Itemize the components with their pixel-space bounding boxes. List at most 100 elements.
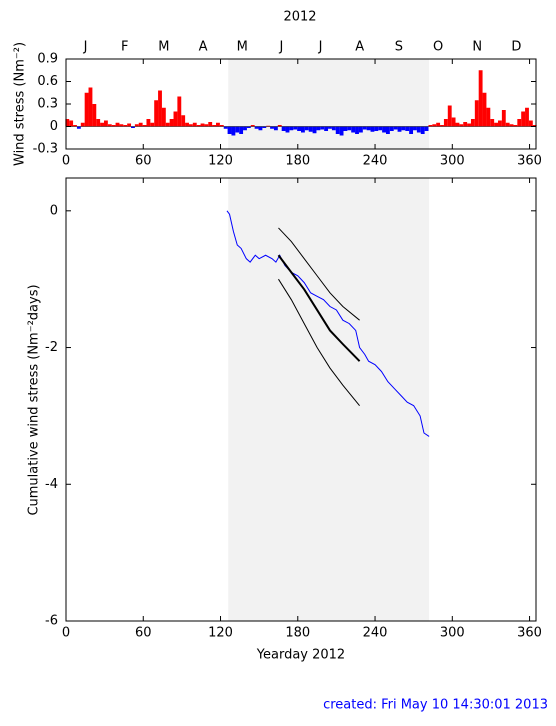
wind-stress-bar — [111, 125, 116, 127]
wind-stress-bar — [401, 126, 406, 131]
wind-stress-bar — [69, 120, 74, 127]
month-label: J — [278, 40, 283, 55]
x-tick-label: 60 — [135, 154, 152, 169]
x-tick-label: 120 — [208, 626, 233, 641]
wind-stress-bar — [447, 105, 452, 127]
wind-stress-bar — [374, 126, 379, 131]
wind-stress-bar — [335, 126, 340, 134]
wind-stress-bar — [482, 92, 487, 127]
month-label: M — [158, 40, 169, 55]
y-tick-label: -0.3 — [33, 142, 58, 157]
x-tick-label: 300 — [440, 154, 465, 169]
wind-stress-bar — [80, 122, 85, 127]
month-label: M — [237, 40, 248, 55]
x-tick-label: 360 — [517, 626, 542, 641]
wind-stress-bar — [440, 125, 444, 127]
wind-stress-bar — [192, 122, 197, 127]
wind-stress-bar — [378, 126, 383, 131]
wind-stress-bar — [463, 122, 468, 127]
wind-stress-bar — [262, 126, 267, 128]
wind-stress-bar — [177, 96, 182, 127]
x-tick-label: 360 — [517, 154, 542, 169]
month-label: A — [355, 40, 364, 55]
wind-stress-bar — [115, 122, 120, 127]
wind-stress-bar — [393, 126, 398, 130]
wind-stress-bar — [231, 126, 236, 136]
wind-stress-bar — [297, 126, 301, 131]
wind-stress-bar — [131, 126, 135, 128]
wind-stress-bar — [96, 119, 101, 127]
wind-stress-bar — [455, 122, 460, 127]
wind-stress-bar — [409, 126, 414, 134]
wind-stress-bar — [347, 126, 352, 131]
wind-stress-bar — [204, 124, 209, 127]
wind-stress-bar — [420, 126, 425, 134]
wind-stress-bar — [281, 126, 286, 131]
wind-stress-bar — [208, 122, 213, 127]
wind-stress-bar — [428, 125, 433, 127]
wind-stress-bar — [270, 126, 274, 129]
wind-stress-bar — [92, 104, 97, 127]
wind-stress-bar — [158, 90, 162, 127]
chart-title: 2012 — [283, 10, 316, 25]
wind-stress-bar — [486, 107, 491, 127]
wind-stress-bar — [169, 119, 174, 127]
wind-stress-bar — [161, 107, 166, 127]
wind-stress-bar — [370, 126, 375, 132]
wind-stress-bar — [312, 126, 317, 134]
x-tick-label: 180 — [285, 154, 310, 169]
x-tick-label: 180 — [285, 626, 310, 641]
wind-stress-bar — [134, 124, 139, 127]
wind-stress-bar — [478, 70, 483, 127]
wind-stress-bar — [532, 125, 537, 127]
wind-stress-bar — [517, 119, 522, 127]
y-tick-label: 0 — [50, 119, 58, 134]
line-series — [226, 210, 430, 437]
wind-stress-bar — [154, 100, 159, 127]
y-axis-label: Cumulative wind stress (Nm⁻²days) — [27, 284, 42, 515]
wind-stress-bar — [498, 120, 502, 127]
wind-stress-bar — [239, 126, 244, 134]
wind-stress-bar — [223, 126, 228, 129]
x-tick-label: 120 — [208, 154, 233, 169]
wind-stress-bar — [227, 126, 232, 134]
shaded-period — [228, 59, 430, 149]
x-tick-label: 0 — [62, 626, 70, 641]
wind-stress-bar — [385, 126, 390, 134]
wind-stress-bar — [382, 126, 386, 133]
month-label: A — [199, 40, 208, 55]
wind-stress-bar — [138, 122, 143, 127]
wind-stress-bar — [200, 123, 205, 127]
line-series — [277, 254, 361, 362]
x-tick-label: 60 — [135, 626, 152, 641]
x-tick-label: 240 — [363, 626, 388, 641]
month-label: J — [83, 40, 88, 55]
wind-stress-bar — [362, 126, 367, 130]
wind-stress-bar — [351, 126, 356, 133]
y-tick-label: -4 — [45, 477, 58, 492]
wind-stress-bar — [173, 111, 178, 127]
y-tick-label: 0.6 — [37, 74, 58, 89]
wind-stress-bar — [142, 125, 147, 127]
y-tick-label: 0.3 — [37, 97, 58, 112]
wind-stress-bar — [185, 122, 189, 127]
wind-stress-bar — [470, 119, 475, 127]
month-label: O — [433, 40, 443, 55]
wind-stress-bar — [490, 119, 495, 127]
wind-stress-bar — [181, 115, 186, 127]
wind-stress-bar — [266, 125, 271, 127]
wind-stress-bar — [432, 124, 437, 127]
wind-stress-bar — [366, 126, 371, 131]
wind-stress-bar — [308, 126, 313, 132]
wind-stress-bar — [416, 126, 421, 133]
wind-stress-bar — [316, 126, 321, 131]
wind-stress-bar — [119, 124, 124, 127]
wind-stress-bar — [521, 111, 526, 127]
wind-stress-bar — [258, 126, 263, 131]
wind-stress-bar — [339, 126, 344, 136]
y-tick-label: 0 — [50, 203, 58, 218]
wind-stress-bar — [84, 92, 89, 127]
wind-stress-bar — [196, 125, 201, 127]
wind-stress-bar — [212, 125, 217, 127]
x-tick-label: 300 — [440, 626, 465, 641]
